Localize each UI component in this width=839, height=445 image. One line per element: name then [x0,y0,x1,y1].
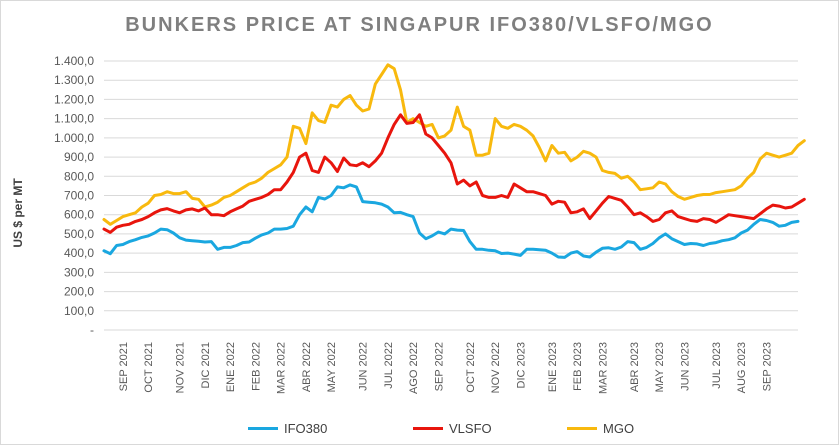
y-tick-label: 1.400,0 [54,54,94,68]
x-tick-label: NOV 2021 [175,342,187,393]
y-tick-label: 200,0 [64,285,94,299]
legend-swatch-vlsfo [413,426,443,430]
x-tick-label: MAR 2023 [597,342,609,394]
legend-item-mgo: MGO [567,418,634,438]
x-tick-label: SEP 2021 [118,342,130,391]
y-tick-label: 500,0 [64,227,94,241]
x-tick-label: ENE 2023 [547,342,559,392]
y-axis-label: US $ per MT [11,178,25,248]
x-tick-label: ABR 2022 [301,342,313,392]
legend-item-ifo380: IFO380 [248,418,327,438]
y-tick-label: 1.300,0 [54,73,94,87]
x-tick-label: NOV 2022 [490,342,502,393]
x-tick-label: MAR 2022 [276,342,288,394]
x-tick-label: DIC 2023 [515,342,527,388]
legend-swatch-ifo380 [248,426,278,430]
x-tick-label: JUL 2022 [383,342,395,389]
y-tick-label: 700,0 [64,189,94,203]
legend-label-mgo: MGO [603,420,635,436]
series-line-mgo [102,63,806,226]
x-tick-label: MAY 2022 [326,342,338,392]
x-tick-label: MAY 2023 [654,342,666,392]
x-tick-label: JUN 2022 [358,342,370,391]
legend-item-vlsfo: VLSFO [413,418,492,438]
y-tick-label: - [90,323,94,337]
x-tick-label: JUL 2023 [711,342,723,389]
series-line-ifo380 [102,183,800,259]
series-line-vlsfo [102,113,806,234]
x-tick-label: SEP 2023 [761,342,773,391]
x-tick-label: AGO 2022 [408,342,420,394]
x-tick-label: DIC 2021 [200,342,212,388]
x-tick-label: FEB 2022 [250,342,262,391]
x-tick-label: OCT 2022 [465,342,477,393]
x-tick-label: JUN 2023 [679,342,691,391]
y-tick-label: 1.200,0 [54,92,94,106]
x-tick-label: SEP 2022 [433,342,445,391]
chart-title: BUNKERS PRICE AT SINGAPUR IFO380/VLSFO/M… [125,14,714,36]
y-tick-label: 100,0 [64,304,94,318]
chart-legend: IFO380 VLSFO MGO [0,418,839,438]
legend-label-vlsfo: VLSFO [449,420,492,436]
x-tick-label: AUG 2023 [736,342,748,393]
x-tick-label: ABR 2023 [629,342,641,392]
y-tick-label: 1.000,0 [54,131,94,145]
gridlines [104,60,798,331]
x-axis-ticks: SEP 2021 OCT 2021 NOV 2021 DIC 2021 ENE 2022… [118,342,774,394]
legend-swatch-mgo [567,426,597,430]
legend-label-ifo380: IFO380 [284,420,328,436]
y-tick-label: 600,0 [64,208,94,222]
x-tick-label: ENE 2022 [225,342,237,392]
y-tick-label: 900,0 [64,150,94,164]
y-axis-ticks: - 100,0 200,0 300,0 400,0 500,0 600,0 700,0 800,… [54,54,94,337]
x-tick-label: FEB 2023 [572,342,584,391]
y-tick-label: 300,0 [64,265,94,279]
y-tick-label: 800,0 [64,169,94,183]
series-lines [102,63,806,259]
y-tick-label: 1.100,0 [54,112,94,126]
y-tick-label: 400,0 [64,246,94,260]
x-tick-label: OCT 2021 [143,342,155,393]
